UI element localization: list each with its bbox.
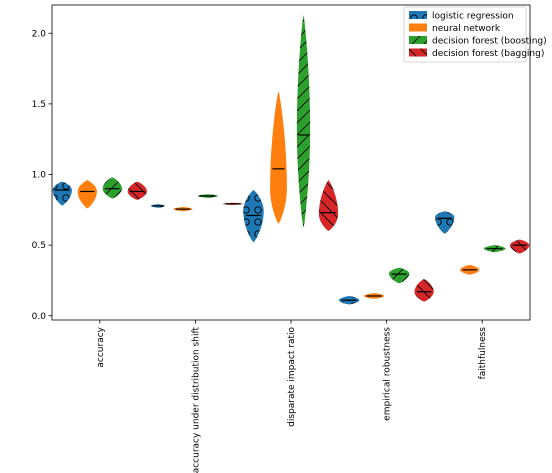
violin-3-2 bbox=[388, 267, 410, 284]
violin-hatch bbox=[414, 279, 434, 302]
violin-hatch bbox=[296, 14, 311, 229]
y-tick-label: 1.5 bbox=[32, 100, 46, 110]
violin-hatch bbox=[243, 190, 264, 243]
legend-swatch-hatch bbox=[409, 11, 427, 19]
violin-3-3 bbox=[414, 279, 434, 302]
x-tick-label: faithfulness bbox=[478, 327, 488, 380]
violin-2-3 bbox=[318, 180, 339, 232]
legend-entry: decision forest (bagging) bbox=[409, 48, 544, 59]
violin-3-1 bbox=[363, 293, 385, 299]
y-tick-label: 2.0 bbox=[32, 29, 47, 39]
y-tick-label: 0.0 bbox=[32, 312, 47, 322]
violin-hatch bbox=[510, 239, 530, 254]
legend-box bbox=[403, 6, 527, 63]
legend-swatch-hatch bbox=[409, 36, 427, 44]
x-tick-label: accuracy bbox=[96, 326, 106, 367]
violin-0-2 bbox=[102, 177, 122, 199]
violin-1-3 bbox=[222, 202, 244, 205]
violin-hatch bbox=[102, 177, 122, 199]
violin-1-1 bbox=[173, 207, 193, 212]
violin-2-1 bbox=[270, 91, 287, 224]
violin-0-3 bbox=[127, 181, 147, 200]
violin-hatch bbox=[388, 267, 410, 284]
violin-0-0 bbox=[52, 181, 72, 206]
violin-hatch bbox=[127, 181, 147, 200]
violin-4-1 bbox=[460, 264, 480, 275]
violin-4-3 bbox=[510, 239, 530, 254]
axes: 0.0 0.5 1.0 1.5 2.0 accuracy accuracy under di… bbox=[32, 4, 531, 473]
x-tick-label: empirical robustness bbox=[383, 327, 393, 421]
x-tick-label: disparate impact ratio bbox=[287, 327, 297, 427]
y-tick-label: 0.5 bbox=[32, 241, 46, 251]
violin-body bbox=[270, 91, 287, 224]
violin-hatch bbox=[318, 180, 339, 232]
violin-4-0 bbox=[435, 211, 455, 234]
y-tick-label: 1.0 bbox=[32, 171, 47, 181]
legend-label: decision forest (bagging) bbox=[432, 49, 544, 59]
violin-hatch bbox=[435, 211, 455, 234]
legend-label: logistic regression bbox=[432, 12, 514, 22]
legend-entry: logistic regression bbox=[409, 11, 514, 22]
violin-4-2 bbox=[483, 245, 506, 253]
violin-hatch bbox=[52, 181, 72, 206]
violin-2-0 bbox=[243, 190, 264, 243]
violin-1-0 bbox=[150, 204, 166, 208]
violin-2-2 bbox=[296, 14, 311, 229]
violin-body bbox=[77, 180, 97, 209]
violin-0-1 bbox=[77, 180, 97, 209]
legend-label: neural network bbox=[432, 24, 501, 34]
legend-label: decision forest (boosting) bbox=[432, 37, 547, 47]
legend: logistic regression neural network decisio… bbox=[403, 6, 547, 63]
plot-area bbox=[52, 14, 530, 305]
violin-3-0 bbox=[338, 295, 360, 305]
legend-entry: decision forest (boosting) bbox=[409, 36, 547, 47]
legend-entry: neural network bbox=[409, 23, 501, 34]
legend-swatch-hatch bbox=[409, 48, 427, 57]
legend-swatch bbox=[409, 23, 427, 32]
x-tick-label: accuracy under distribution shift bbox=[191, 327, 201, 473]
violin-1-2 bbox=[197, 194, 219, 198]
